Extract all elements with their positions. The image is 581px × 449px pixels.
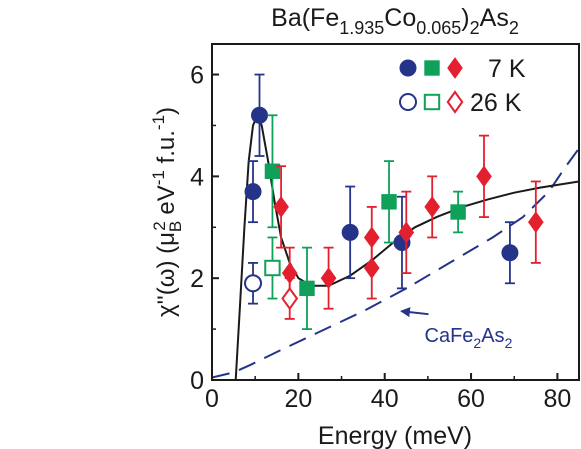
y-tick-label: 4	[190, 163, 204, 191]
data-point-circle	[244, 183, 262, 201]
data-point-circle	[501, 244, 519, 262]
x-axis-label: Energy (meV)	[318, 422, 472, 449]
x-tick-label: 20	[284, 385, 312, 413]
data-point-diamond	[363, 257, 380, 279]
legend: 7 K 26 K	[399, 55, 526, 117]
reference-annotation: CaFe2As2	[399, 307, 513, 351]
data-point-square	[264, 163, 281, 179]
data-point-circle	[250, 106, 268, 124]
y-tick-label: 0	[190, 367, 204, 395]
legend-marker-diamond	[447, 57, 463, 79]
chart-title: Ba(Fe1.935Co0.065)2As2	[271, 4, 519, 38]
data-point-diamond	[320, 267, 337, 290]
data-point-square	[264, 259, 281, 277]
legend-marker-square	[424, 60, 440, 76]
y-axis-label: χ''(ω) (μB2 eV-1 f.u.-1)	[149, 107, 185, 317]
reference-curve-line	[212, 147, 579, 379]
legend-label: 26 K	[470, 89, 522, 117]
y-tick-label: 2	[190, 265, 204, 293]
data-point-square	[381, 194, 397, 210]
data-point-square	[450, 204, 466, 220]
x-tick-label: 60	[457, 385, 485, 413]
y-tick-label: 6	[190, 62, 204, 90]
data-point-diamond	[273, 196, 289, 218]
data-point-diamond	[424, 196, 441, 218]
x-tick-label: 80	[544, 385, 572, 413]
data-point-diamond	[281, 286, 299, 311]
x-tick-label: 40	[371, 385, 399, 413]
legend-label: 7 K	[488, 55, 526, 83]
data-point-diamond	[528, 211, 544, 234]
data-point-diamond	[398, 221, 415, 244]
legend-marker-square	[423, 93, 441, 111]
data-point-circle	[341, 223, 359, 241]
x-tick-label: 0	[205, 385, 219, 413]
reference-arrow	[399, 307, 429, 318]
data-points	[244, 73, 544, 330]
legend-marker-diamond	[446, 90, 464, 114]
data-point-diamond	[476, 165, 492, 188]
reference-curve-label: CaFe2As2	[425, 325, 513, 351]
data-point-square	[299, 280, 315, 297]
legend-marker-circle	[399, 59, 417, 77]
data-point-circle	[244, 274, 263, 293]
legend-marker-circle	[399, 93, 417, 111]
plot-frame	[211, 43, 580, 381]
